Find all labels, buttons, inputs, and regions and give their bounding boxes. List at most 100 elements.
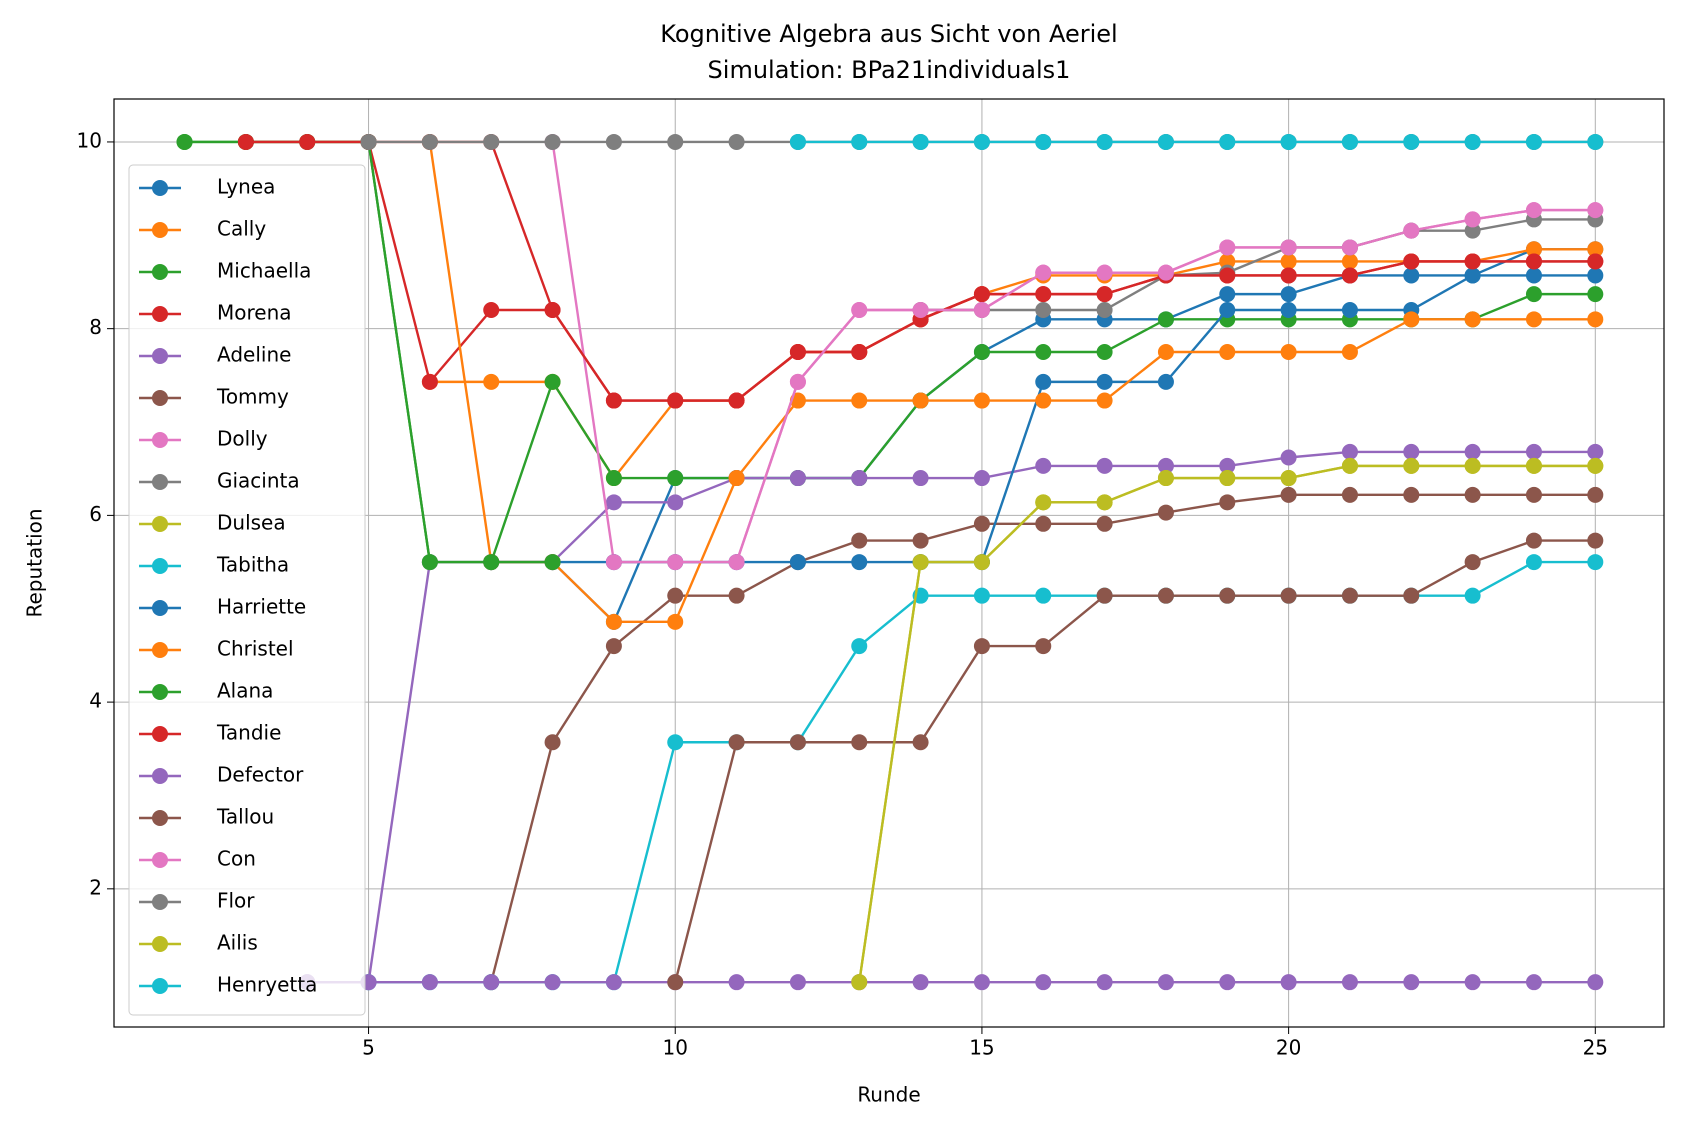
data-point (605, 392, 622, 409)
legend-label: Alana (217, 679, 273, 703)
data-point (1403, 974, 1420, 991)
data-point (851, 133, 868, 150)
data-point (1280, 267, 1297, 284)
data-point (789, 974, 806, 991)
data-point (851, 974, 868, 991)
legend-label: Dulsea (217, 511, 286, 535)
data-point (1525, 457, 1542, 474)
legend-marker (152, 432, 168, 448)
legend-marker (152, 264, 168, 280)
data-point (421, 133, 438, 150)
data-point (544, 734, 561, 751)
chart-subtitle: Simulation: BPa21individuals1 (708, 56, 1071, 84)
data-point (1587, 486, 1604, 503)
legend-marker (152, 810, 168, 826)
series-line (490, 493, 1596, 983)
data-point (605, 613, 622, 630)
data-point (912, 301, 929, 318)
data-point (483, 554, 500, 571)
legend-label: Defector (217, 763, 304, 787)
data-point (1525, 253, 1542, 270)
data-point (1096, 301, 1113, 318)
data-point (1525, 443, 1542, 460)
data-point (667, 587, 684, 604)
data-point (1464, 222, 1481, 239)
legend-marker (152, 894, 168, 910)
legend-label: Tabitha (216, 553, 289, 577)
legend-marker (152, 348, 168, 364)
x-tick-label: 20 (1276, 1036, 1301, 1060)
data-point (789, 554, 806, 571)
legend-marker (152, 474, 168, 490)
data-point (1587, 457, 1604, 474)
data-point (1341, 457, 1358, 474)
data-point (973, 392, 990, 409)
data-point (789, 344, 806, 361)
series-line (858, 464, 1596, 983)
data-point (1096, 264, 1113, 281)
data-point (1035, 392, 1052, 409)
data-point (728, 392, 745, 409)
data-point (1219, 587, 1236, 604)
data-point (667, 470, 684, 487)
y-tick-label: 8 (89, 315, 102, 339)
data-point (973, 344, 990, 361)
legend-marker (152, 768, 168, 784)
legend-marker (152, 222, 168, 238)
data-point (1157, 504, 1174, 521)
data-point (912, 392, 929, 409)
data-point (789, 734, 806, 751)
data-point (1587, 311, 1604, 328)
data-point (1280, 301, 1297, 318)
data-point (1096, 494, 1113, 511)
legend-label: Flor (217, 889, 255, 913)
data-point (1341, 253, 1358, 270)
data-point (851, 638, 868, 655)
data-point (1341, 239, 1358, 256)
series-line (858, 464, 1596, 983)
data-point (1525, 311, 1542, 328)
data-point (1280, 449, 1297, 466)
data-point (973, 286, 990, 303)
data-point (1219, 133, 1236, 150)
data-point (1587, 974, 1604, 991)
y-tick-label: 6 (89, 502, 102, 526)
data-point (544, 301, 561, 318)
y-tick-label: 10 (77, 128, 102, 152)
data-point (1403, 133, 1420, 150)
data-point (1280, 486, 1297, 503)
legend-marker (152, 936, 168, 952)
data-point (973, 587, 990, 604)
data-point (605, 638, 622, 655)
data-point (483, 133, 500, 150)
data-point (973, 133, 990, 150)
data-point (973, 554, 990, 571)
data-point (1525, 286, 1542, 303)
data-point (1157, 470, 1174, 487)
data-point (1464, 211, 1481, 228)
data-point (728, 133, 745, 150)
data-point (360, 133, 377, 150)
y-tick-label: 4 (89, 689, 102, 713)
data-point (1403, 222, 1420, 239)
data-point (728, 554, 745, 571)
data-point (912, 133, 929, 150)
data-point (1341, 587, 1358, 604)
data-point (1035, 638, 1052, 655)
data-point (851, 470, 868, 487)
data-point (544, 133, 561, 150)
data-point (1464, 974, 1481, 991)
data-point (1219, 494, 1236, 511)
data-point (1157, 344, 1174, 361)
data-point (1035, 264, 1052, 281)
data-point (973, 515, 990, 532)
data-point (1219, 974, 1236, 991)
data-point (176, 133, 193, 150)
data-point (667, 392, 684, 409)
y-tick-label: 2 (89, 875, 102, 899)
y-axis-label: Reputation (23, 508, 47, 617)
data-point (1587, 241, 1604, 258)
x-tick-label: 15 (969, 1036, 994, 1060)
data-point (483, 301, 500, 318)
legend-marker (152, 306, 168, 322)
